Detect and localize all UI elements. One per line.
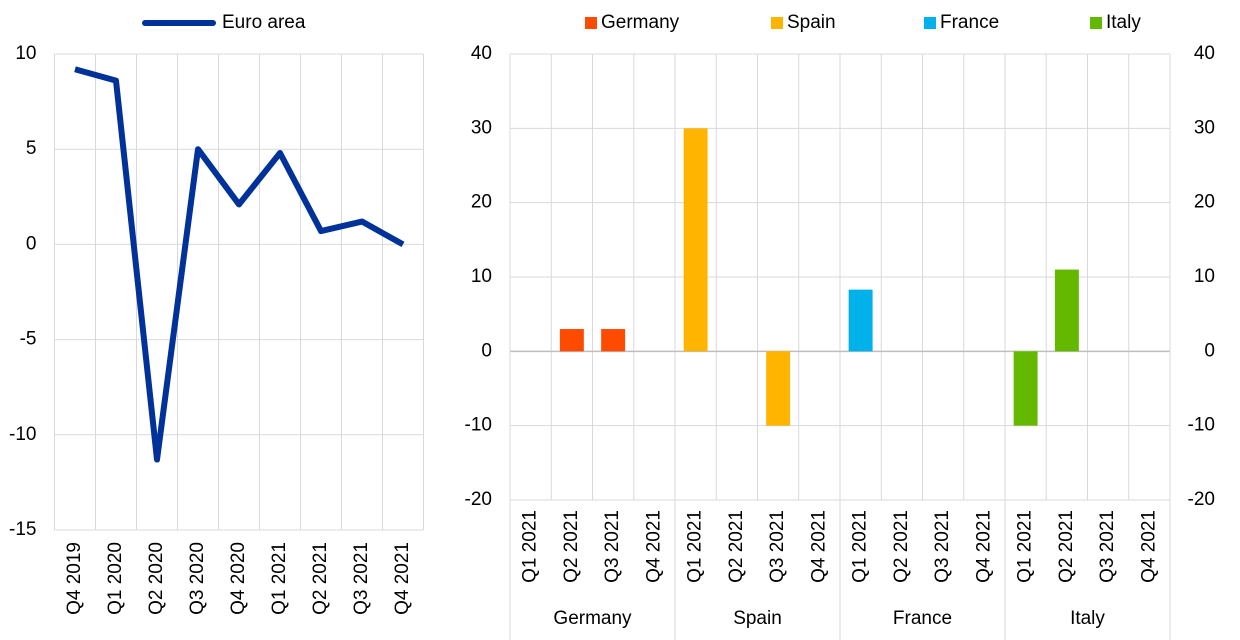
x-tick-label: Q1 2021 [685, 510, 706, 583]
legend-label: France [940, 12, 999, 33]
x-tick-label: Q4 2021 [392, 542, 413, 615]
legend-label: Italy [1106, 12, 1141, 33]
group-label: France [893, 608, 952, 629]
legend-swatch [924, 17, 936, 29]
bar [601, 329, 626, 352]
x-tick-label: Q1 2021 [520, 510, 541, 583]
y2-tick-label: -10 [1188, 415, 1215, 436]
x-tick-label: Q4 2021 [643, 510, 664, 583]
line [74, 66, 405, 463]
group-label: Italy [1070, 608, 1105, 629]
x-tick-label: Q3 2021 [602, 510, 623, 583]
legend-swatch [585, 17, 597, 29]
bar [766, 351, 791, 426]
x-tick-label: Q4 2019 [64, 542, 85, 615]
y-tick-label: 20 [471, 192, 492, 213]
bar [1054, 269, 1079, 352]
y-tick-label: -20 [465, 489, 492, 510]
bar [683, 128, 708, 352]
y-tick-label: 5 [26, 138, 37, 159]
y-tick-label: -5 [20, 329, 37, 350]
x-tick-label: Q4 2021 [1138, 510, 1159, 583]
bar [559, 329, 584, 352]
x-tick-label: Q2 2021 [310, 542, 331, 615]
legend-swatch [1090, 17, 1102, 29]
legend-label: Euro area [222, 12, 306, 33]
x-tick-label: Q4 2021 [973, 510, 994, 583]
y-tick-label: -10 [465, 415, 492, 436]
x-tick-label: Q3 2021 [1097, 510, 1118, 583]
x-tick-label: Q4 2020 [228, 542, 249, 615]
y-tick-label: 40 [471, 43, 492, 64]
legend-label: Germany [601, 12, 680, 33]
y-tick-label: -15 [9, 519, 36, 540]
legend-swatch [771, 17, 783, 29]
y-tick-label: -10 [9, 424, 36, 445]
x-tick-label: Q1 2021 [1015, 510, 1036, 583]
x-tick-label: Q3 2021 [932, 510, 953, 583]
x-tick-label: Q1 2021 [269, 542, 290, 615]
x-tick-label: Q3 2020 [187, 542, 208, 615]
y2-tick-label: 10 [1194, 266, 1215, 287]
group-label: Spain [733, 608, 782, 629]
y-tick-label: 10 [15, 43, 36, 64]
x-tick-label: Q2 2020 [146, 542, 167, 615]
x-tick-label: Q2 2021 [726, 510, 747, 583]
y-tick-label: 10 [471, 266, 492, 287]
x-tick-label: Q2 2021 [561, 510, 582, 583]
x-tick-label: Q3 2021 [767, 510, 788, 583]
y2-tick-label: 40 [1194, 43, 1215, 64]
bar [848, 289, 873, 352]
y-tick-label: 0 [26, 233, 37, 254]
legend-label: Spain [787, 12, 836, 33]
x-tick-label: Q2 2021 [1056, 510, 1077, 583]
y2-tick-label: 20 [1194, 192, 1215, 213]
y2-tick-label: 30 [1194, 117, 1215, 138]
x-tick-label: Q3 2021 [351, 542, 372, 615]
group-label: Germany [553, 608, 632, 629]
x-tick-label: Q1 2021 [850, 510, 871, 583]
y-tick-label: 30 [471, 117, 492, 138]
y-tick-label: 0 [481, 340, 492, 361]
x-tick-label: Q1 2020 [105, 542, 126, 615]
y2-tick-label: 0 [1204, 340, 1215, 361]
x-tick-label: Q4 2021 [808, 510, 829, 583]
y2-tick-label: -20 [1188, 489, 1215, 510]
bar [1013, 351, 1038, 426]
x-tick-label: Q2 2021 [891, 510, 912, 583]
